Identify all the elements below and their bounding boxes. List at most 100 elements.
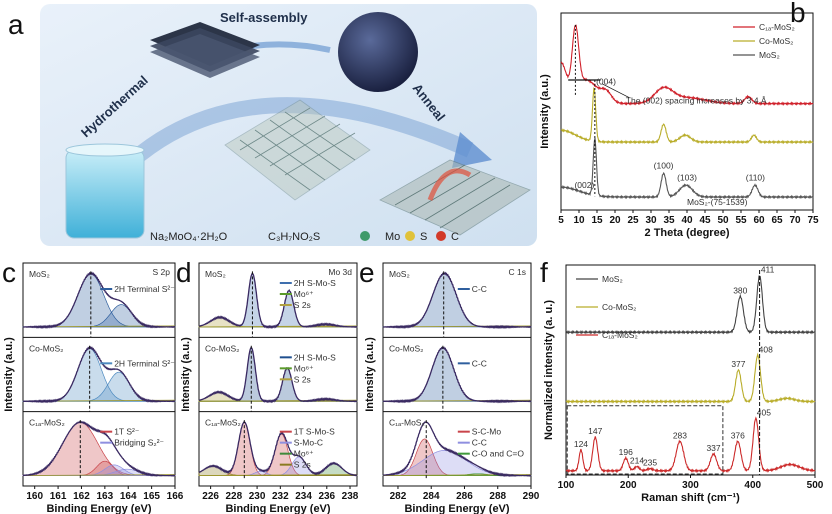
legend-label: Mo⁶⁺ [294, 289, 314, 299]
core-level-title: S 2p [153, 267, 171, 277]
legend-label: 2H S-Mo-S [294, 278, 336, 288]
envelope-curve [23, 345, 176, 404]
miller-index-label: (002) [574, 180, 594, 190]
envelope-curve [22, 271, 176, 329]
peak-label: 380 [733, 286, 747, 296]
legend-label: Mo⁶⁺ [294, 449, 314, 459]
x-tick-label: 288 [489, 491, 506, 502]
atom-label-s: S [420, 231, 427, 243]
sample-label: MoS₂ [205, 269, 226, 279]
peak-label: 405 [757, 407, 771, 417]
x-axis-label: Raman shift (cm⁻¹) [641, 492, 740, 504]
x-tick-label: 163 [97, 491, 114, 502]
peak-label: 337 [706, 443, 720, 453]
s-atom-icon [405, 231, 415, 241]
lattice-icon [224, 99, 371, 201]
fit-component [382, 347, 532, 402]
miller-index-label: (110) [746, 172, 765, 182]
x-tick-label: 35 [663, 215, 675, 226]
panel-letter-b: b [790, 0, 806, 28]
x-tick-label: 75 [807, 215, 819, 226]
legend-label: C₁ₐ-MoS₂ [602, 330, 638, 340]
x-tick-label: 286 [456, 491, 473, 502]
legend-label: Co-MoS₂ [759, 36, 793, 46]
sample-label: C₁ₐ-MoS₂ [29, 418, 65, 428]
peak-label: 196 [619, 447, 633, 457]
x-tick-label: 60 [753, 215, 765, 226]
nanosheet-stack-icon [150, 22, 260, 78]
x-tick-label: 100 [558, 480, 575, 491]
x-tick-label: 230 [249, 491, 266, 502]
envelope-curve [23, 420, 176, 477]
legend-label: S-Mo-C [294, 438, 323, 448]
panel-letter-f: f [540, 257, 548, 288]
reagent-2-label: C₃H₇NO₂S [268, 231, 320, 243]
envelope-curve [383, 346, 532, 404]
legend-label: C₁ₐ-MoS₂ [759, 22, 795, 32]
y-axis-label: Intensity (a.u.) [180, 337, 192, 412]
panel-letter-c: c [2, 257, 16, 288]
fit-component [382, 273, 532, 328]
plot-frame-f [565, 264, 816, 476]
panel-letter-d: d [176, 257, 192, 288]
y-axis-label: Intensity (a.u.) [3, 337, 15, 412]
atom-label-c: C [451, 231, 459, 243]
legend-label: 2H Terminal S²⁻ [114, 358, 175, 368]
x-tick-label: 165 [143, 491, 160, 502]
x-axis-label: Binding Energy (eV) [46, 503, 151, 514]
x-tick-label: 236 [318, 491, 335, 502]
miller-index-label: (004) [596, 76, 616, 86]
legend-label: S 2s [294, 374, 311, 384]
y-axis-label: Intensity (a.u.) [364, 337, 376, 412]
x-tick-label: 284 [423, 491, 440, 502]
x-tick-label: 234 [295, 491, 312, 502]
miller-index-label: (100) [654, 160, 674, 170]
peak-label: 147 [588, 426, 602, 436]
panel-letter-a: a [8, 9, 24, 40]
sample-label: C₁ₐ-MoS₂ [205, 418, 241, 428]
highlight-box [566, 405, 724, 475]
legend-label: 1T S-Mo-S [294, 427, 335, 437]
x-tick-label: 65 [771, 215, 783, 226]
legend-label: 1T S²⁻ [114, 427, 140, 437]
y-axis-label: Intensity (a.u.) [539, 74, 551, 149]
x-tick-label: 162 [73, 491, 90, 502]
sample-label: Co-MoS₂ [29, 343, 63, 353]
peak-label: 214 [630, 456, 644, 466]
x-tick-label: 166 [167, 491, 184, 502]
sample-label: Co-MoS₂ [205, 343, 239, 353]
x-tick-label: 15 [591, 215, 603, 226]
x-tick-label: 500 [807, 480, 824, 491]
core-level-title: C 1s [509, 267, 526, 277]
legend-label: C-C [472, 358, 487, 368]
x-axis-label: 2 Theta (degree) [645, 227, 730, 239]
x-tick-label: 400 [744, 480, 761, 491]
legend-label: MoS₂ [602, 274, 623, 284]
legend-label: 2H S-Mo-S [294, 352, 336, 362]
nanosphere-icon [338, 12, 418, 92]
legend-label: 2H Terminal S²⁻ [114, 284, 175, 294]
background-line [198, 325, 358, 328]
x-tick-label: 160 [26, 491, 43, 502]
plot-frame-c [22, 262, 176, 487]
x-tick-label: 300 [682, 480, 699, 491]
x-axis-label: Binding Energy (eV) [404, 503, 509, 514]
x-tick-label: 238 [342, 491, 359, 502]
envelope-curve [198, 421, 358, 477]
legend-label: S 2s [294, 460, 311, 470]
x-tick-label: 164 [120, 491, 137, 502]
legend-label: C-O and C=O [472, 449, 525, 459]
peak-label: 124 [574, 439, 588, 449]
mo-atom-icon [360, 231, 370, 241]
panel-letter-e: e [359, 257, 375, 288]
legend-label: Bridging S₂²⁻ [114, 438, 164, 448]
x-tick-label: 232 [272, 491, 289, 502]
x-tick-label: 10 [573, 215, 585, 226]
x-tick-label: 282 [390, 491, 407, 502]
atom-legend: Mo S C [360, 231, 459, 243]
core-level-title: Mo 3d [328, 267, 352, 277]
x-tick-label: 20 [609, 215, 621, 226]
legend-label: S-C-Mo [472, 427, 502, 437]
envelope-curve [198, 272, 358, 329]
background-line [198, 399, 358, 402]
